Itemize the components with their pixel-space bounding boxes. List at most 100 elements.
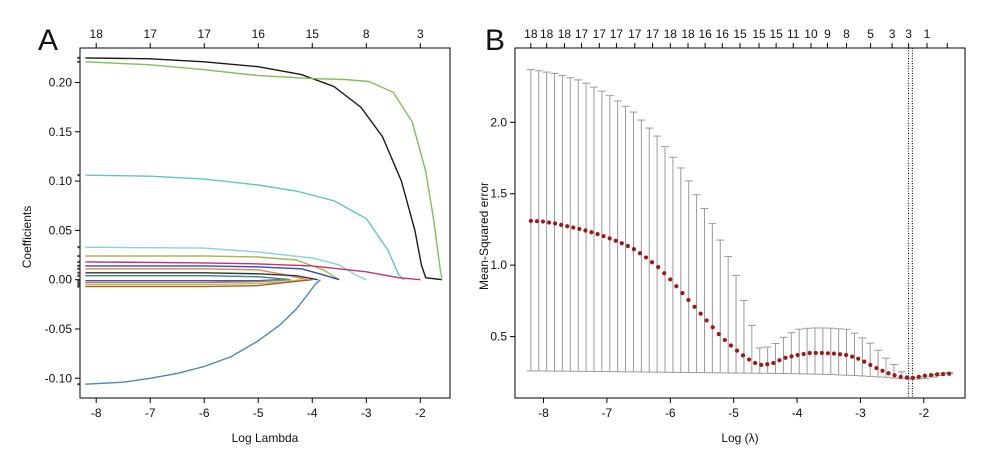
top-tick-label: 17 [593,27,607,41]
mse-point [843,352,849,358]
x-tick-label: -4 [307,406,318,420]
mse-point [916,374,921,379]
top-tick-label: 16 [716,27,730,41]
mse-point [922,373,928,378]
mse-point [686,297,691,303]
magenta-path [85,261,421,281]
mse-point [771,360,776,366]
mse-point [819,350,824,356]
mse-point [625,243,630,249]
steel-blue-path [85,279,321,385]
x-tick-label: -2 [918,406,929,420]
panel-a-series-group [77,56,443,386]
top-tick-label: 15 [769,27,783,41]
mse-point [674,284,679,289]
mse-point [934,372,940,377]
top-tick-label: 17 [610,27,624,41]
top-tick-label: 18 [681,27,695,41]
path-start-marker [77,260,80,264]
mse-point [668,277,673,282]
top-tick-label: 15 [752,27,766,41]
top-tick-label: 16 [252,27,266,41]
top-tick-label: 9 [824,27,831,41]
mse-point [680,290,685,296]
mse-point [947,371,952,376]
y-tick-label: -0.10 [45,371,73,385]
path-start-marker [77,271,80,274]
blue-path [85,265,340,281]
mse-point [601,234,606,239]
panel-b-label: B [485,24,505,57]
x-tick-label: -7 [145,406,156,420]
top-tick-label: 8 [843,27,850,41]
top-tick-label: 17 [198,27,212,41]
x-tick-label: -8 [538,406,549,420]
mse-point [662,271,667,276]
top-tick-label: 17 [144,27,158,41]
mse-point [765,362,770,367]
panel-a-ylabel: Coefficients [20,206,34,268]
panel-b-y-ticks: 0.5 1.0 1.5 2.0 [490,115,515,344]
x-tick-label: -5 [253,406,264,420]
mse-point [837,352,843,357]
path-start-marker [77,254,80,258]
path-start-marker [77,285,80,288]
mse-point [595,232,600,237]
cyan-path [85,174,405,281]
mse-point [692,304,697,309]
mse-point [831,351,837,356]
panel-b-x-ticks: -8 -7 -6 -5 -4 -3 -2 [538,398,929,420]
brown-path [85,279,313,288]
y-tick-label: -0.05 [45,322,73,336]
purple-path [85,279,280,282]
top-tick-label: 15 [306,27,320,41]
panel-b-lambda-lines [908,48,913,398]
mse-point [565,224,570,229]
path-start-marker [77,173,80,177]
panel-a-frame [79,47,451,399]
mse-point [898,374,903,379]
top-tick-label: 16 [698,27,712,41]
top-tick-label: 18 [558,27,572,41]
top-tick-label: 8 [363,27,370,41]
mse-point [868,362,873,368]
mse-point [801,351,806,357]
mse-point [759,362,764,367]
mse-point [649,260,655,265]
yellow-green-path [85,279,302,286]
mse-point [753,360,758,366]
mse-point [910,375,915,380]
mse-point [540,219,546,224]
panel-a-label: A [38,24,58,57]
panel-b-mean-points [528,218,952,380]
mse-point [746,357,752,362]
mse-point [631,247,637,252]
mse-point [862,359,867,364]
top-tick-label: 18 [90,27,104,41]
mse-point [698,311,703,316]
top-tick-label: 17 [575,27,589,41]
path-start-marker [77,382,80,386]
mse-point [813,350,818,356]
y-tick-label: 1.5 [490,187,507,201]
dark-path [85,272,318,281]
panel-b-ylabel: Mean-Squared error [477,182,491,290]
mse-point [777,358,782,363]
path-start-marker [77,267,80,271]
mse-point [552,221,558,226]
teal-path [85,275,291,281]
y-tick-label: 0.15 [49,125,73,139]
x-tick-label: -3 [361,406,372,420]
x-tick-label: -3 [855,406,866,420]
mse-point [886,371,891,376]
panel-a-x-ticks: -8 -7 -6 -5 -4 -3 -2 [91,398,426,420]
top-tick-label: 3 [905,27,912,41]
y-tick-label: 0.5 [490,330,507,344]
top-tick-label: 18 [664,27,678,41]
mse-point [892,373,897,378]
mse-point [740,353,746,358]
panel-a-xlabel: Log Lambda [232,431,299,445]
y-tick-label: 0.20 [49,76,73,90]
mse-point [904,375,909,380]
